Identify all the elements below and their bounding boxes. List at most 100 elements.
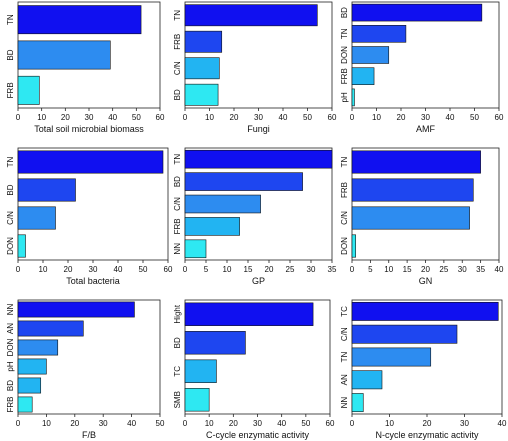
plot-frame	[17, 299, 161, 415]
x-tick-label: 30	[89, 265, 98, 274]
x-tick-label: 25	[286, 265, 295, 274]
bar-c-n	[17, 206, 56, 230]
x-tick-label: 10	[39, 265, 48, 274]
x-tick-label: 10	[223, 265, 232, 274]
x-tick-label: 60	[164, 265, 173, 274]
category-label-tn: TN	[173, 10, 182, 21]
x-tick-label: 30	[458, 265, 467, 274]
bar-hight	[184, 302, 314, 326]
x-tick-label: 0	[183, 419, 188, 428]
category-label-smb: SMB	[173, 391, 182, 408]
bar-smb	[184, 388, 210, 412]
x-tick-label: 60	[495, 113, 504, 122]
category-label-don: DON	[6, 338, 15, 356]
category-label-frb: FRB	[6, 82, 15, 98]
x-tick-label: 0	[350, 419, 355, 428]
x-tick-label: 50	[303, 113, 312, 122]
x-tick-label: 40	[498, 419, 507, 428]
category-label-frb: FRB	[173, 218, 182, 234]
x-tick-label: 50	[132, 113, 141, 122]
category-label-don: DON	[340, 237, 349, 255]
x-tick-label: 60	[156, 113, 165, 122]
category-label-bd: BD	[173, 176, 182, 187]
x-tick-label: 35	[328, 265, 337, 274]
x-tick-label: 10	[205, 419, 214, 428]
x-tick-label: 20	[64, 265, 73, 274]
x-tick-label: 10	[37, 113, 46, 122]
x-tick-label: 30	[460, 419, 469, 428]
x-tick-label: 50	[470, 113, 479, 122]
category-label-tn: TN	[173, 154, 182, 165]
x-tick-label: 30	[99, 419, 108, 428]
bar-nn	[17, 301, 135, 318]
x-tick-label: 30	[307, 265, 316, 274]
category-label-don: DON	[6, 237, 15, 255]
x-axis-label: F/B	[82, 430, 96, 440]
x-tick-label: 60	[328, 113, 337, 122]
bar-don	[17, 234, 26, 258]
category-label-frb: FRB	[173, 34, 182, 50]
bar-bd	[184, 172, 303, 191]
x-tick-label: 0	[16, 265, 21, 274]
x-tick-label: 5	[204, 265, 209, 274]
x-tick-label: 20	[70, 419, 79, 428]
bar-an	[17, 320, 84, 337]
bar-c-n	[184, 194, 261, 214]
category-label-c-n: C/N	[340, 211, 349, 225]
bar-ph	[17, 358, 47, 375]
category-label-tc: TC	[340, 306, 349, 317]
x-tick-label: 15	[403, 265, 412, 274]
bar-frb	[17, 396, 33, 413]
chart-panel-c-cycle-enzymatic-activity: Hight BD TC SMB 0 10 20 30 40 50 60 C-cycle enzymat…	[173, 299, 335, 440]
x-axis-label: Total soil microbial biomass	[34, 124, 144, 134]
bar-frb	[351, 67, 375, 85]
bar-frb	[184, 217, 240, 236]
x-tick-label: 10	[384, 265, 393, 274]
category-label-nn: NN	[340, 397, 349, 409]
x-tick-label: 40	[495, 265, 504, 274]
category-label-ph: pH	[6, 361, 15, 371]
bar-tn	[17, 5, 142, 35]
x-tick-label: 25	[439, 265, 448, 274]
x-tick-label: 20	[397, 113, 406, 122]
x-tick-label: 40	[279, 113, 288, 122]
x-tick-label: 20	[423, 419, 432, 428]
x-tick-label: 20	[265, 265, 274, 274]
x-tick-label: 35	[476, 265, 485, 274]
bar-don	[351, 46, 390, 64]
category-label-frb: FRB	[340, 182, 349, 198]
x-tick-label: 50	[139, 265, 148, 274]
x-tick-label: 40	[127, 419, 136, 428]
bar-bd	[351, 3, 483, 22]
category-label-bd: BD	[340, 7, 349, 18]
category-label-ph: pH	[340, 92, 349, 102]
x-tick-label: 10	[42, 419, 51, 428]
bar-bd	[17, 377, 42, 394]
category-label-c-n: C/N	[173, 197, 182, 211]
category-label-nn: NN	[6, 304, 15, 316]
category-label-c-n: C/N	[173, 61, 182, 75]
category-label-bd: BD	[6, 49, 15, 60]
category-label-tn: TN	[340, 28, 349, 39]
bar-bd	[184, 83, 219, 106]
x-axis-label: Fungi	[247, 124, 270, 134]
bar-c-n	[351, 206, 470, 230]
x-axis-label: AMF	[416, 124, 436, 134]
x-tick-label: 50	[301, 419, 310, 428]
category-label-tc: TC	[173, 366, 182, 377]
chart-panel-fungi: TN FRB C/N BD 0 10 20 30 40 50 60 Fungi	[173, 1, 337, 134]
x-tick-label: 30	[85, 113, 94, 122]
x-tick-label: 0	[183, 113, 188, 122]
category-label-hight: Hight	[173, 304, 182, 323]
bar-c-n	[351, 324, 458, 344]
x-tick-label: 30	[254, 113, 263, 122]
x-tick-label: 30	[421, 113, 430, 122]
x-axis-label: N-cycle enzymatic activity	[375, 430, 479, 440]
x-axis-label: Total bacteria	[66, 276, 120, 286]
x-tick-label: 0	[16, 419, 21, 428]
category-label-c-n: C/N	[6, 211, 15, 225]
x-tick-label: 20	[230, 113, 239, 122]
